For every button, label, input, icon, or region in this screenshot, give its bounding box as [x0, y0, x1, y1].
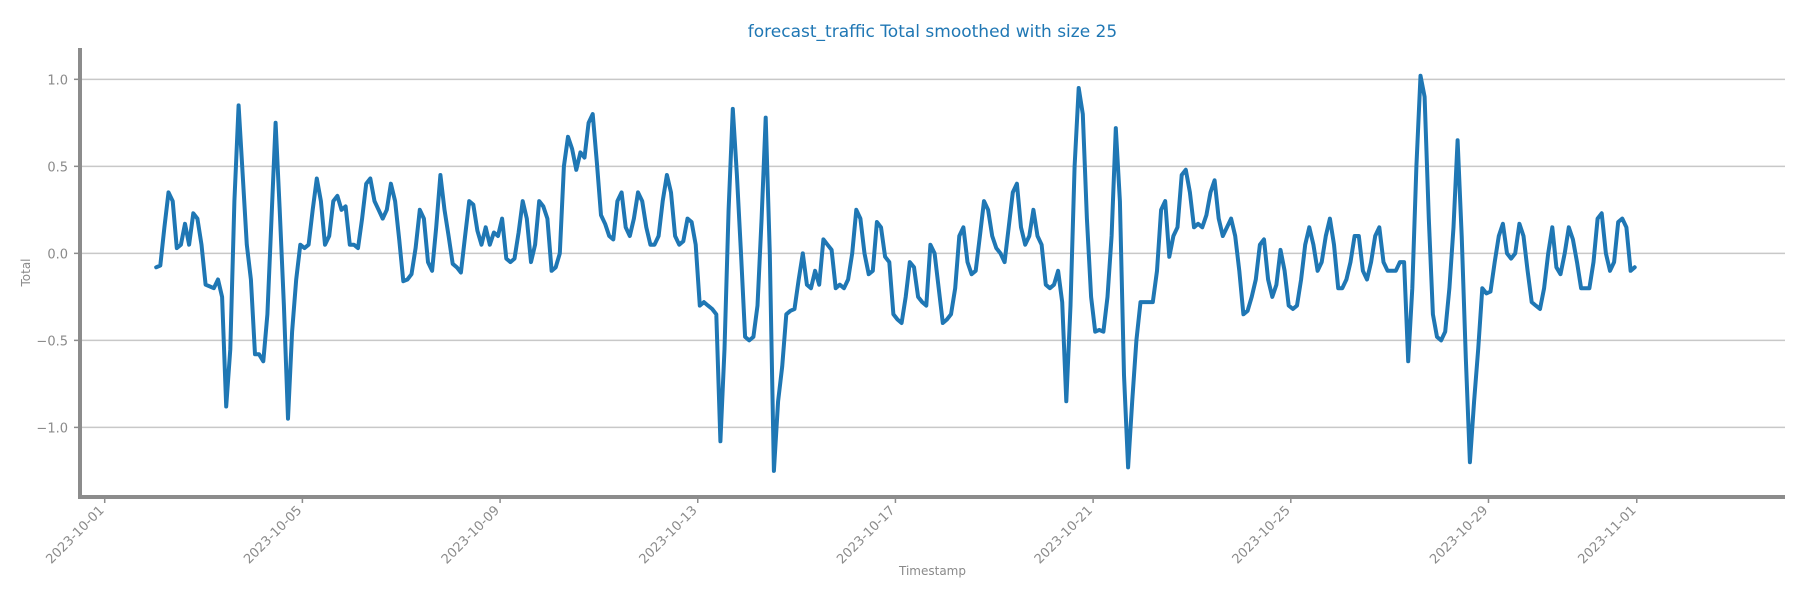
- x-tick-label: 2023-10-09: [439, 503, 503, 567]
- y-tick-label: 0.5: [47, 160, 68, 175]
- x-tick-label: 2023-10-17: [834, 503, 898, 567]
- y-tick-label: 1.0: [47, 73, 68, 88]
- x-tick-label: 2023-10-13: [637, 503, 701, 567]
- series-line: [154, 73, 1637, 473]
- y-tick-label: −1.0: [36, 421, 68, 436]
- y-tick-label: −0.5: [36, 334, 68, 349]
- x-tick-label: 2023-10-05: [241, 503, 305, 567]
- x-axis-ticks: 2023-10-01 2023-10-05 2023-10-09 2023-10-13…: [44, 497, 1640, 567]
- y-axis-label: Total: [19, 258, 33, 287]
- chart-title: forecast_traffic Total smoothed with siz…: [748, 22, 1117, 42]
- x-tick-label: 2023-10-01: [44, 503, 108, 567]
- y-tick-label: 0.0: [47, 247, 68, 262]
- x-tick-label: 2023-11-01: [1576, 503, 1640, 567]
- x-axis-label: Timestamp: [898, 564, 966, 578]
- x-tick-label: 2023-10-21: [1032, 503, 1096, 567]
- y-axis-ticks: 1.0 0.5 0.0 −0.5 −1.0: [36, 73, 80, 436]
- x-tick-label: 2023-10-29: [1427, 503, 1491, 567]
- x-tick-label: 2023-10-25: [1230, 503, 1294, 567]
- series-layer: [154, 73, 1637, 473]
